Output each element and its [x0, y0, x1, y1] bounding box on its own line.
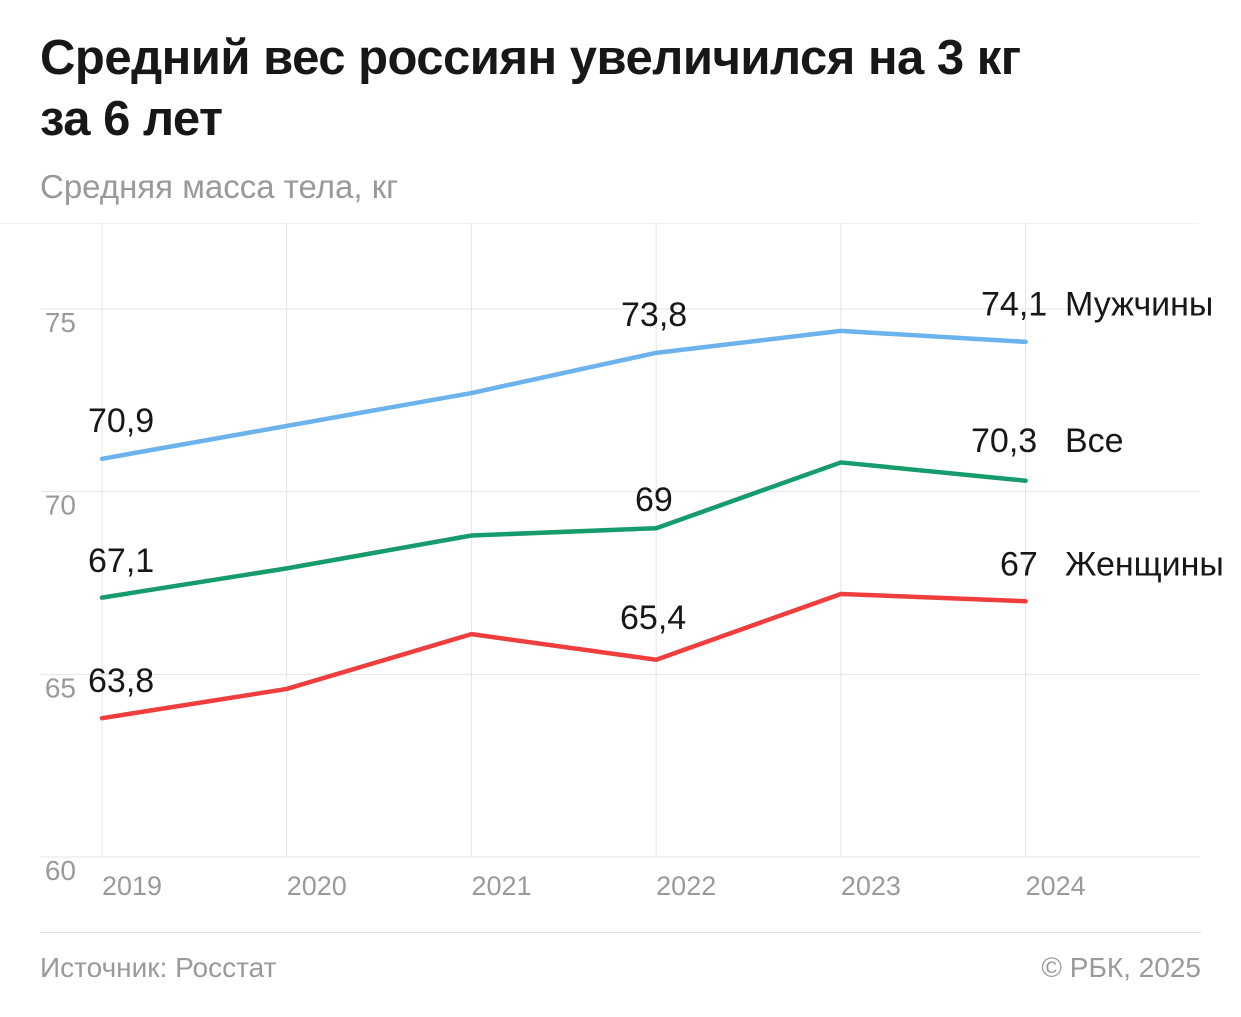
svg-text:2022: 2022 [656, 871, 716, 901]
svg-text:2020: 2020 [287, 871, 347, 901]
svg-text:70,3: 70,3 [971, 422, 1037, 460]
svg-text:67,1: 67,1 [88, 542, 154, 580]
svg-text:74,1: 74,1 [981, 286, 1047, 324]
svg-text:69: 69 [635, 481, 673, 519]
svg-text:65,4: 65,4 [620, 599, 686, 637]
svg-text:Женщины: Женщины [1065, 546, 1224, 584]
svg-text:2024: 2024 [1026, 871, 1086, 901]
svg-text:75: 75 [45, 307, 76, 338]
svg-text:Все: Все [1065, 422, 1124, 460]
svg-text:2019: 2019 [102, 871, 162, 901]
svg-text:60: 60 [45, 855, 76, 886]
svg-text:Мужчины: Мужчины [1065, 286, 1213, 324]
svg-text:2023: 2023 [841, 871, 901, 901]
svg-text:67: 67 [1000, 546, 1038, 584]
svg-text:70: 70 [45, 490, 76, 521]
svg-text:73,8: 73,8 [621, 296, 687, 334]
svg-text:65: 65 [45, 672, 76, 703]
svg-text:63,8: 63,8 [88, 662, 154, 700]
svg-text:70,9: 70,9 [88, 402, 154, 440]
svg-text:2021: 2021 [471, 871, 531, 901]
